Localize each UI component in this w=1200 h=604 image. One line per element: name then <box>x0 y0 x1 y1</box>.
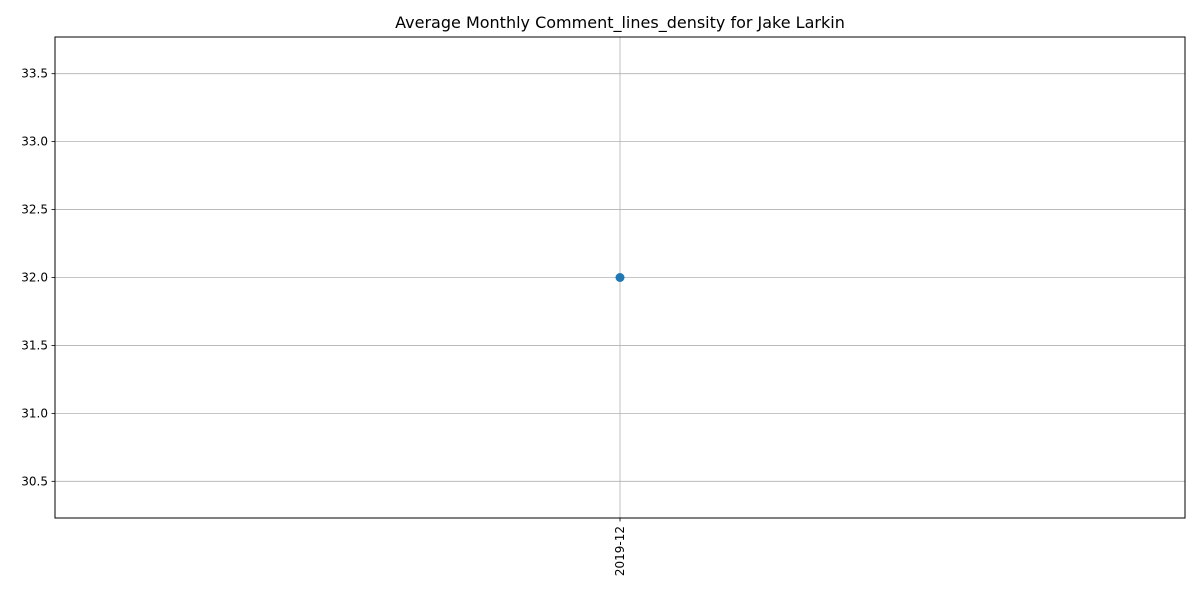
y-tick-label: 32.0 <box>21 271 48 285</box>
y-tick-label: 31.5 <box>21 338 48 352</box>
x-tick-label: 2019-12 <box>613 526 627 576</box>
chart-title: Average Monthly Comment_lines_density fo… <box>395 13 845 33</box>
plot-area-frame <box>54 36 1186 519</box>
y-tick-label: 30.5 <box>21 474 48 488</box>
y-tick-label: 31.0 <box>21 406 48 420</box>
data-point <box>615 273 625 282</box>
y-tick-label: 33.5 <box>21 67 48 81</box>
y-tick-label: 32.5 <box>21 203 48 217</box>
grid-lines <box>55 37 1185 518</box>
data-series <box>615 273 625 282</box>
y-tick-label: 33.0 <box>21 135 48 149</box>
axis-ticks: 30.5 31.0 31.5 32.0 32.5 33.0 33.5 2019-12 <box>21 67 627 576</box>
